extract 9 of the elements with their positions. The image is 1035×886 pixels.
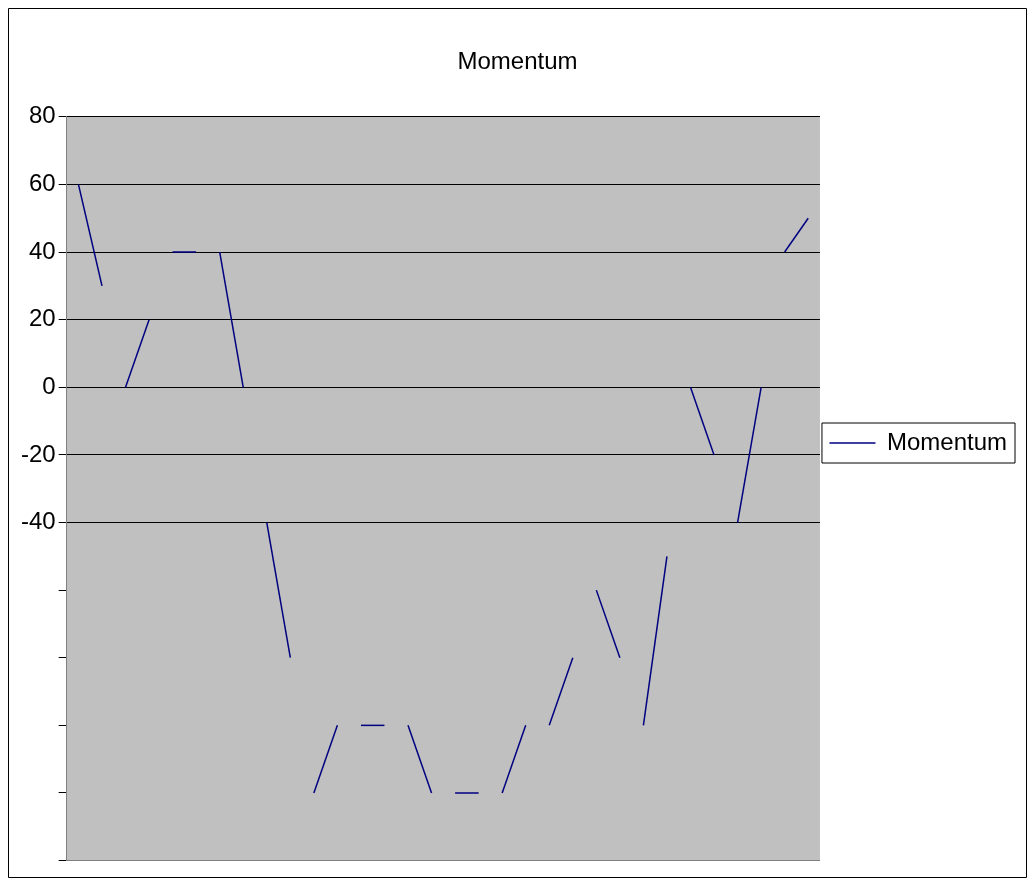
legend-label: Momentum bbox=[886, 427, 1008, 455]
y-tick-label: 0 bbox=[42, 371, 56, 399]
chart-title: Momentum bbox=[457, 47, 578, 75]
y-tick-label: -40 bbox=[21, 507, 56, 535]
y-tick-label: 60 bbox=[28, 169, 56, 197]
y-tick-label: 20 bbox=[28, 304, 56, 332]
y-tick-label: 80 bbox=[28, 101, 56, 129]
y-tick-label: 40 bbox=[28, 236, 56, 264]
y-tick-label: -20 bbox=[21, 439, 56, 467]
